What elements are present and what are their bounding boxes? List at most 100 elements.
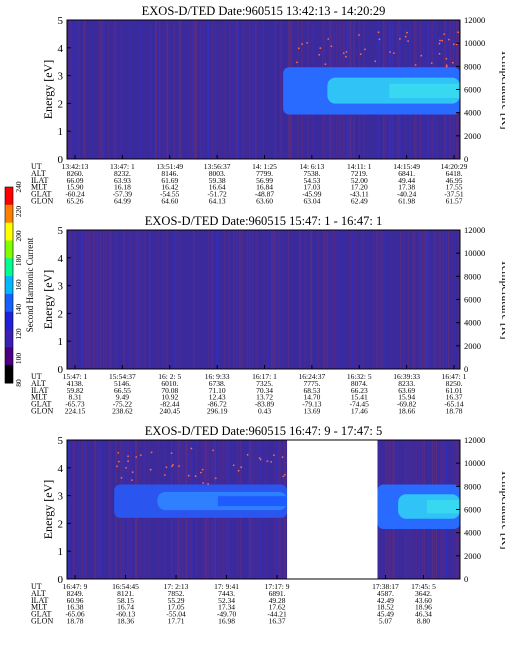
table-cell: 17:17: 9 [265, 582, 290, 591]
temperature-point [212, 449, 215, 452]
table-cell: 16: 9:33 [205, 372, 230, 381]
noise-streak [110, 230, 112, 369]
y-tick-label: 2 [58, 308, 64, 320]
table-cell: 64.13 [209, 197, 226, 206]
table-cell: 15.94 [398, 393, 415, 402]
table-cell: 6841. [398, 169, 415, 178]
noise-streak [193, 230, 195, 369]
y2-tick-label: 0 [464, 574, 468, 584]
table-cell: 6738. [209, 379, 226, 388]
noise-streak [83, 230, 85, 369]
noise-streak [117, 230, 119, 369]
table-row-label: GLAT [31, 190, 52, 199]
noise-streak [428, 230, 430, 369]
table-cell: -37.51 [444, 190, 464, 199]
noise-streak [98, 20, 99, 159]
noise-streak [163, 20, 165, 159]
table-cell: -48.87 [255, 190, 275, 199]
noise-streak [84, 20, 86, 159]
table-cell: 70.34 [256, 386, 273, 395]
noise-streak [119, 20, 121, 159]
noise-streak [225, 20, 227, 159]
table-cell: 61.01 [446, 386, 463, 395]
noise-streak [140, 230, 142, 369]
table-cell: 16.37 [269, 617, 286, 626]
noise-streak [124, 230, 126, 369]
table-cell: 7325. [256, 379, 273, 388]
table-cell: 8121. [117, 589, 134, 598]
table-cell: 224.15 [65, 407, 86, 416]
table-row-label: MLT [31, 183, 47, 192]
noise-streak [98, 440, 101, 579]
table-cell: -45.99 [302, 190, 322, 199]
noise-streak [237, 20, 239, 159]
noise-streak [158, 230, 160, 369]
table-cell: -60.24 [65, 190, 85, 199]
temperature-point [438, 42, 441, 45]
table-cell: 7219. [351, 169, 368, 178]
panel-1 [66, 19, 461, 160]
noise-streak [128, 20, 130, 159]
noise-streak [195, 20, 196, 159]
table-cell: 63.93 [114, 176, 131, 185]
y2-tick-label: 8000 [464, 481, 481, 491]
y2-tick-label: 0 [464, 154, 468, 164]
noise-streak [247, 230, 249, 369]
table-cell: 17.62 [269, 603, 286, 612]
temperature-point [451, 61, 454, 64]
y2-tick-label: 12000 [464, 435, 485, 445]
table-cell: 16:54:45 [112, 582, 139, 591]
table-cell: -69.82 [397, 400, 417, 409]
noise-streak [81, 230, 82, 369]
temperature-point [324, 63, 327, 66]
temperature-point [399, 38, 401, 40]
noise-streak [223, 230, 225, 369]
noise-streak [173, 20, 176, 159]
noise-streak [100, 230, 101, 369]
table-cell: 17: 9:41 [214, 582, 239, 591]
table-cell: 8233. [398, 379, 415, 388]
y-tick-label: 5 [58, 15, 64, 27]
noise-streak [340, 230, 341, 369]
noise-streak [178, 20, 181, 159]
noise-streak [89, 230, 90, 369]
noise-streak [169, 20, 170, 159]
noise-streak [180, 20, 181, 159]
colorbar-segment [5, 240, 13, 259]
noise-streak [281, 230, 283, 369]
noise-streak [272, 230, 275, 369]
noise-streak [252, 20, 253, 159]
noise-streak [69, 230, 71, 369]
table-cell: 16:17: 1 [252, 372, 277, 381]
temperature-point [190, 447, 193, 450]
table-cell: 56.99 [256, 176, 273, 185]
table-cell: 61.98 [398, 197, 415, 206]
noise-streak [253, 230, 254, 369]
table-cell: 8250. [446, 379, 463, 388]
noise-streak [435, 230, 436, 369]
temperature-point [266, 460, 269, 462]
temperature-point [404, 35, 407, 38]
table-cell: 7538. [303, 169, 320, 178]
colorbar-segment [5, 329, 13, 348]
temperature-point [117, 460, 120, 463]
noise-streak [278, 230, 280, 369]
noise-streak [249, 20, 251, 159]
table-cell: 13:42:13 [62, 162, 89, 171]
noise-streak [72, 440, 74, 579]
noise-streak [84, 230, 86, 369]
table-cell: 7799. [256, 169, 273, 178]
table-cell: 17.03 [303, 183, 320, 192]
table-cell: 8074. [351, 379, 368, 388]
noise-streak [363, 230, 365, 369]
noise-streak [333, 230, 335, 369]
noise-streak [127, 230, 129, 369]
noise-streak [351, 230, 353, 369]
y2-tick-label: 4000 [464, 108, 481, 118]
spectrogram [67, 440, 460, 579]
table-cell: 18.52 [377, 603, 394, 612]
temperature-point [246, 453, 249, 456]
temperature-point [282, 475, 285, 478]
temperature-point [296, 61, 298, 64]
noise-streak [174, 230, 176, 369]
